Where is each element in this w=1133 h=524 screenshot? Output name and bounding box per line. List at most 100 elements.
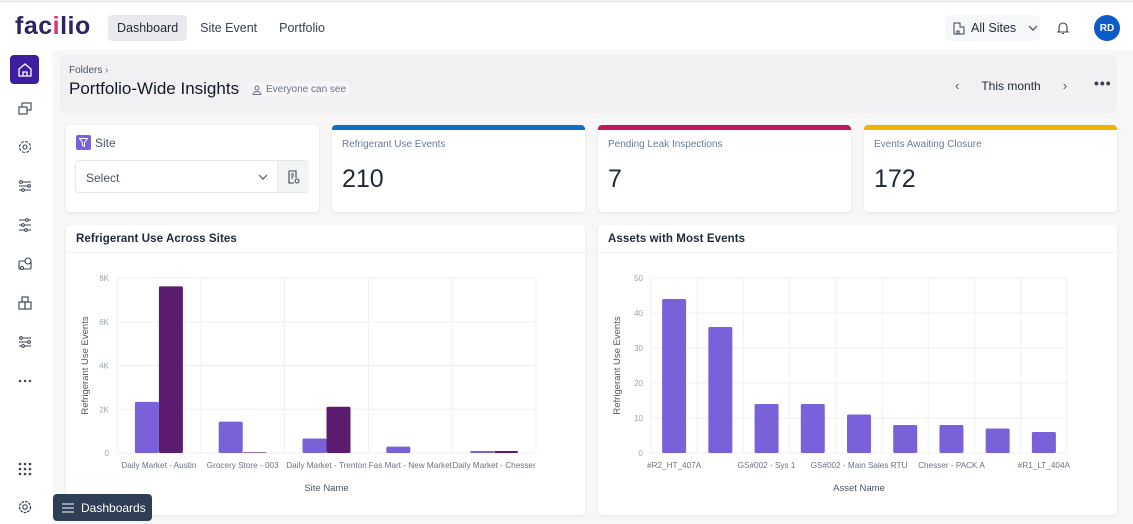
kpi-label: Events Awaiting Closure (874, 139, 982, 150)
y-tick-label: 0 (105, 449, 110, 458)
bell-icon[interactable] (1055, 20, 1071, 36)
bar[interactable] (662, 299, 687, 453)
divider (66, 252, 585, 253)
x-tick-label: Daily Market - Trenton (286, 461, 367, 470)
question-chat-icon (17, 101, 32, 115)
dashboard-header: Folders › Portfolio-Wide Insights Everyo… (60, 55, 1117, 113)
chart-title: Refrigerant Use Across Sites (76, 233, 237, 245)
breadcrumb-folders[interactable]: Folders (69, 65, 103, 76)
bar[interactable] (494, 451, 519, 453)
x-tick-label: Fas Mart - New Market (369, 461, 453, 470)
assets-events-chart: 0 10 20 30 40 50 #R2_HT_407A GS#002 - Sys 1 GS#0… (612, 274, 1071, 494)
boxes-icon (17, 295, 32, 310)
sidebar-item-settings[interactable] (10, 492, 39, 521)
x-tick-label: #R1_LT_404A (1018, 461, 1071, 470)
x-axis-label: Site Name (304, 483, 348, 494)
chart-title: Assets with Most Events (608, 233, 746, 245)
y-tick-label: 20 (634, 379, 643, 388)
kpi-value: 210 (342, 165, 384, 193)
kpi-accent-bar (864, 125, 1117, 130)
bar[interactable] (158, 286, 183, 453)
gear-icon (18, 500, 31, 513)
sidebar-item-workflow-2[interactable] (10, 327, 39, 356)
site-select-value: Select (86, 171, 120, 185)
home-icon (17, 62, 32, 77)
bar[interactable] (218, 421, 243, 453)
y-tick-label: 50 (634, 274, 643, 283)
sidebar-item-requests[interactable] (10, 94, 39, 123)
visibility-label: Everyone can see (266, 84, 347, 95)
sidebar-item-inventory[interactable] (10, 288, 39, 317)
bar[interactable] (302, 438, 327, 453)
truck-clock-icon (17, 256, 32, 270)
kpi-accent-bar (598, 125, 851, 130)
chart-card-assets-events: Assets with Most Events 0 10 20 30 40 50 #R2_H… (598, 225, 1117, 515)
y-axis-label: Refrigerant Use Events (612, 316, 623, 414)
y-axis-label: Refrigerant Use Events (80, 316, 91, 414)
kpi-value: 7 (608, 165, 622, 193)
nav-tab-dashboard[interactable]: Dashboard (108, 15, 188, 41)
user-avatar[interactable]: RD (1094, 15, 1120, 41)
bar[interactable] (470, 451, 495, 453)
kpi-accent-bar (332, 125, 585, 130)
refrigerant-sites-chart: 0 2K 4K 6K 8K Daily Market - Austin Grocery St… (80, 274, 537, 494)
sidebar-item-workflow[interactable] (10, 171, 39, 200)
bar[interactable] (326, 406, 351, 453)
chevron-down-icon (258, 174, 268, 180)
visibility-badge[interactable]: Everyone can see (248, 82, 351, 97)
sliders-icon (18, 217, 31, 232)
period-label[interactable]: This month (981, 78, 1041, 93)
sidebar-item-fleet[interactable] (10, 249, 39, 278)
bar[interactable] (708, 327, 733, 453)
main-nav: Dashboard Site Event Portfolio (108, 15, 334, 41)
bar[interactable] (893, 425, 918, 453)
next-period-button[interactable]: › (1062, 78, 1068, 93)
page-title: Portfolio-Wide Insights (69, 79, 240, 98)
building-icon (953, 22, 965, 34)
kpi-label: Refrigerant Use Events (342, 139, 446, 150)
x-axis-label: Asset Name (833, 483, 885, 494)
main-content: Folders › Portfolio-Wide Insights Everyo… (52, 50, 1133, 524)
kpi-card-awaiting-closure[interactable]: Events Awaiting Closure 172 (864, 125, 1117, 212)
bar[interactable] (134, 401, 159, 453)
x-tick-label: Chesser - PACK A (918, 461, 985, 470)
view-selection-button[interactable] (277, 161, 309, 192)
bar[interactable] (939, 425, 964, 453)
bar[interactable] (800, 404, 825, 453)
breadcrumb[interactable]: Folders › (69, 65, 108, 76)
prev-period-button[interactable]: ‹ (955, 78, 960, 93)
bar[interactable] (242, 452, 267, 453)
y-tick-label: 4K (99, 362, 109, 371)
chart-card-refrigerant-sites: Refrigerant Use Across Sites 0 2K 4K 6K 8K Da… (66, 225, 585, 515)
site-select[interactable]: Select (75, 160, 309, 193)
site-selector[interactable]: All Sites (945, 15, 1040, 41)
chevron-right-icon: › (105, 65, 109, 76)
document-view-icon (287, 169, 299, 184)
y-tick-label: 30 (634, 344, 643, 353)
nav-tab-site-event[interactable]: Site Event (200, 21, 258, 35)
y-tick-label: 6K (99, 318, 109, 327)
bar[interactable] (1031, 432, 1056, 453)
sidebar-item-home[interactable] (10, 55, 39, 84)
kpi-card-pending-leak[interactable]: Pending Leak Inspections 7 (598, 125, 851, 212)
bar[interactable] (386, 446, 411, 453)
site-filter-card: Site Select (66, 125, 319, 212)
sidebar-item-controls[interactable] (10, 210, 39, 239)
sidebar-item-maintenance[interactable] (10, 132, 39, 161)
sidebar-item-more[interactable] (10, 366, 39, 395)
bar[interactable] (847, 414, 871, 454)
bar[interactable] (754, 404, 779, 453)
workflow-icon (18, 179, 31, 192)
y-tick-label: 10 (634, 414, 643, 423)
dashboards-button[interactable]: Dashboards (53, 494, 152, 521)
nav-tab-portfolio[interactable]: Portfolio (279, 21, 325, 35)
more-options-button[interactable]: ••• (1094, 75, 1112, 91)
bar[interactable] (985, 428, 1010, 454)
y-tick-label: 0 (639, 449, 644, 458)
x-tick-label: Daily Market - Austin (121, 461, 197, 470)
filter-icon (76, 135, 91, 150)
sidebar-item-apps[interactable] (10, 454, 39, 483)
facilio-logo[interactable]: facilio (15, 12, 91, 40)
y-tick-label: 40 (634, 309, 643, 318)
kpi-card-refrigerant-use[interactable]: Refrigerant Use Events 210 (332, 125, 585, 212)
